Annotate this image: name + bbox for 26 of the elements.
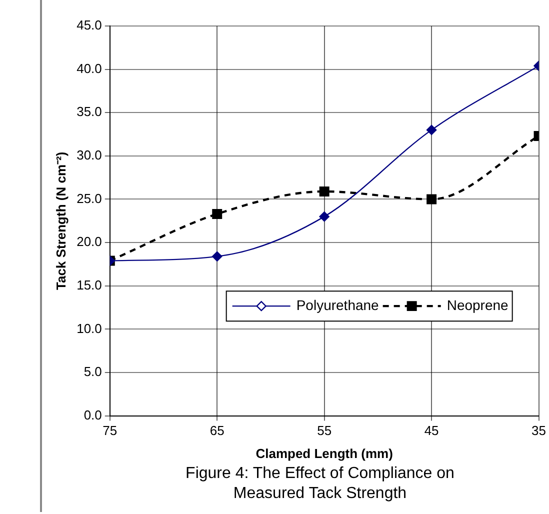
y-tick-label: 5.0: [84, 364, 102, 380]
y-tick-label: 40.0: [76, 60, 102, 76]
y-tick-label: 20.0: [76, 234, 102, 250]
legend-label: Polyurethane: [296, 296, 380, 313]
point: [319, 186, 330, 196]
x-tick-label: 75: [102, 423, 118, 438]
point: [426, 194, 437, 204]
x-axis-title: Clamped Length (mm): [256, 446, 393, 461]
point: [212, 208, 222, 219]
y-tick-label: 15.0: [76, 277, 102, 292]
x-tick-label: 35: [532, 423, 546, 438]
point: [426, 124, 437, 136]
y-tick-label: 45.0: [76, 18, 102, 33]
y-tick-label: 0.0: [84, 407, 102, 422]
caption: Figure 4: The Effect of Compliance on Measured Tack Strength: [184, 464, 456, 504]
y-axis-title: Tack Strength (N cm⁻²): [53, 152, 68, 290]
legend-label: Neoprene: [446, 296, 509, 313]
y-tick-label: 30.0: [76, 148, 102, 163]
point: [319, 211, 330, 222]
x-tick-label: 65: [210, 423, 224, 438]
x-tick-label: 55: [317, 423, 332, 438]
y-tick-label: 10.0: [76, 320, 102, 336]
y-tick-label: 25.0: [76, 190, 102, 206]
y-tick-label: 35.0: [76, 104, 102, 120]
point: [212, 251, 222, 262]
x-tick-label: 45: [424, 423, 439, 438]
